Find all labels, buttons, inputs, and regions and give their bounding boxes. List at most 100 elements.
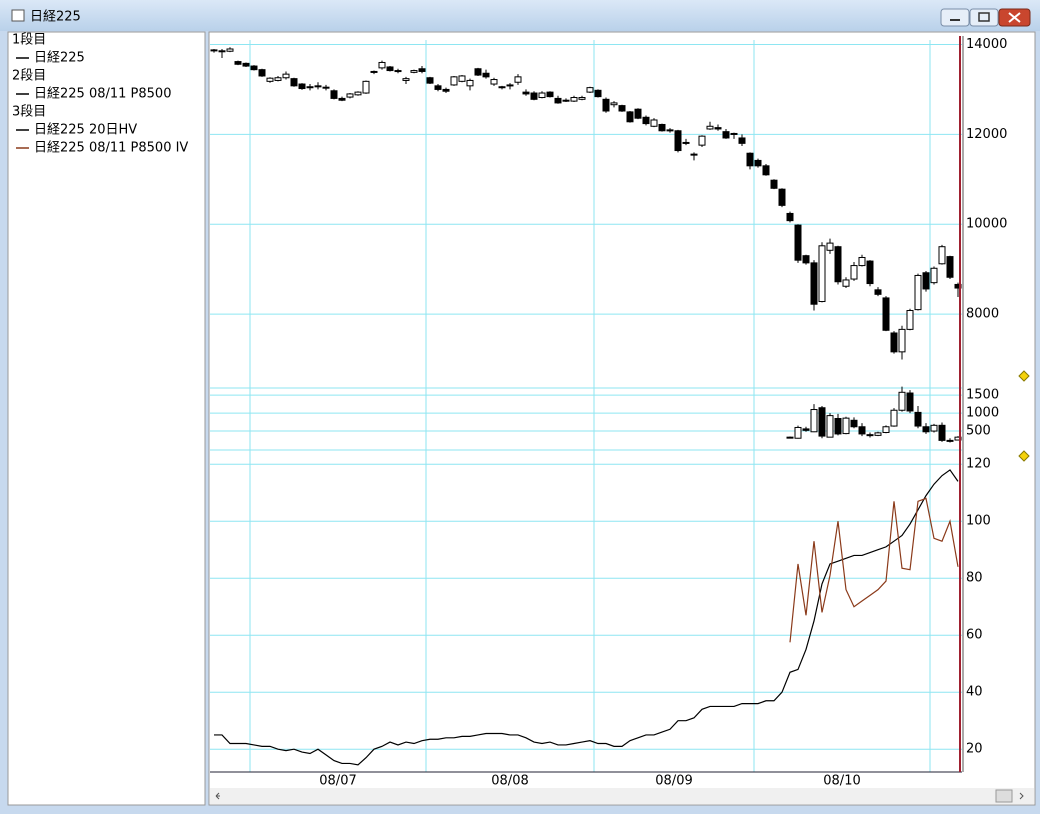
candle-body: [698, 135, 706, 146]
candle-body: [210, 49, 218, 52]
minimize-button[interactable]: [940, 8, 970, 27]
candle-body: [842, 279, 850, 287]
candle-body: [666, 129, 674, 132]
candle-body: [746, 152, 754, 167]
scrollbar[interactable]: [210, 788, 1034, 804]
legend-label: 日経225 08/11 P8500: [34, 87, 171, 102]
candle-body: [642, 116, 650, 125]
candle-body: [890, 409, 898, 427]
line-series: [789, 497, 959, 643]
candle-body: [658, 123, 666, 132]
candle-body: [418, 68, 426, 72]
candle-body: [786, 436, 794, 439]
candle-body: [274, 77, 282, 81]
candle-body: [578, 97, 586, 100]
candle-body: [234, 61, 242, 65]
candle-body: [810, 409, 818, 433]
candle-body: [866, 260, 874, 285]
candle-body: [906, 310, 914, 330]
candle-body: [346, 93, 354, 98]
candle-body: [706, 125, 714, 130]
candle-body: [722, 131, 730, 139]
scroll-right[interactable]: [1019, 792, 1024, 800]
candle-body: [258, 69, 266, 77]
candle-body: [682, 141, 690, 144]
candle-body: [426, 77, 434, 84]
candle-body: [594, 89, 602, 98]
candle-body: [282, 73, 290, 79]
app-icon: [11, 9, 25, 22]
legend-group-title: 1段目: [12, 33, 46, 48]
candle-body: [850, 265, 858, 280]
candle-body: [762, 165, 770, 176]
candle-body: [482, 72, 490, 78]
candle-body: [786, 212, 794, 222]
candle-body: [378, 61, 386, 69]
candle-body: [546, 91, 554, 98]
candle-body: [938, 424, 946, 441]
candle-body: [618, 105, 626, 112]
candle-body: [922, 272, 930, 290]
candle-body: [930, 424, 938, 432]
candle-body: [354, 91, 362, 96]
legend-group-title: 2段目: [12, 69, 46, 84]
candle-body: [370, 70, 378, 73]
candle-body: [794, 224, 802, 261]
candle-body: [474, 68, 482, 76]
candle-body: [834, 418, 842, 435]
candle-body: [266, 77, 274, 82]
maximize-icon: [978, 12, 990, 22]
candle-body: [730, 132, 738, 135]
maximize-button[interactable]: [969, 8, 999, 27]
candle-body: [562, 99, 570, 102]
candle-body: [882, 297, 890, 331]
candle-body: [850, 419, 858, 428]
candle-body: [890, 332, 898, 353]
candle-body: [674, 130, 682, 152]
candle-body: [914, 411, 922, 427]
candle-body: [826, 415, 834, 438]
y-tick-label: 40: [966, 685, 983, 700]
candle-body: [802, 428, 810, 431]
candle-body: [866, 434, 874, 437]
scroll-left[interactable]: [215, 792, 220, 800]
legend-label: 日経225 20日HV: [34, 123, 137, 138]
candle-body: [442, 88, 450, 92]
candle-body: [826, 242, 834, 251]
x-tick-label: 08/08: [491, 774, 528, 789]
y-tick-label: 10000: [966, 217, 1007, 232]
candle-body: [834, 246, 842, 283]
legend-pane: [7, 31, 206, 806]
window-title: 日経225: [30, 10, 81, 25]
candle-body: [506, 84, 514, 87]
candle-body: [338, 97, 346, 101]
y-tick-label: 1000: [966, 406, 999, 421]
candle-body: [946, 256, 954, 278]
line-series: [214, 469, 959, 766]
chart-pane: [208, 31, 1036, 806]
candle-body: [602, 98, 610, 112]
candle-body: [810, 262, 818, 305]
candle-body: [818, 407, 826, 437]
candle-body: [450, 76, 458, 86]
candle-body: [738, 137, 746, 144]
candle-body: [610, 102, 618, 106]
legend-group-title: 3段目: [12, 105, 46, 120]
candle-body: [330, 90, 338, 99]
candle-body: [490, 79, 498, 85]
candle-body: [690, 153, 698, 156]
y-tick-label: 1500: [966, 388, 999, 403]
candle-body: [874, 432, 882, 436]
candle-body: [522, 91, 530, 95]
scroll-thumb[interactable]: [995, 789, 1013, 803]
candle-body: [314, 85, 322, 88]
candle-body: [898, 328, 906, 353]
y-tick-label: 500: [966, 424, 991, 439]
x-tick-label: 08/07: [319, 774, 356, 789]
y-tick-label: 100: [966, 514, 991, 529]
marker: [1018, 450, 1030, 462]
candle-body: [570, 97, 578, 102]
y-tick-label: 60: [966, 628, 983, 643]
candle-body: [498, 86, 506, 89]
